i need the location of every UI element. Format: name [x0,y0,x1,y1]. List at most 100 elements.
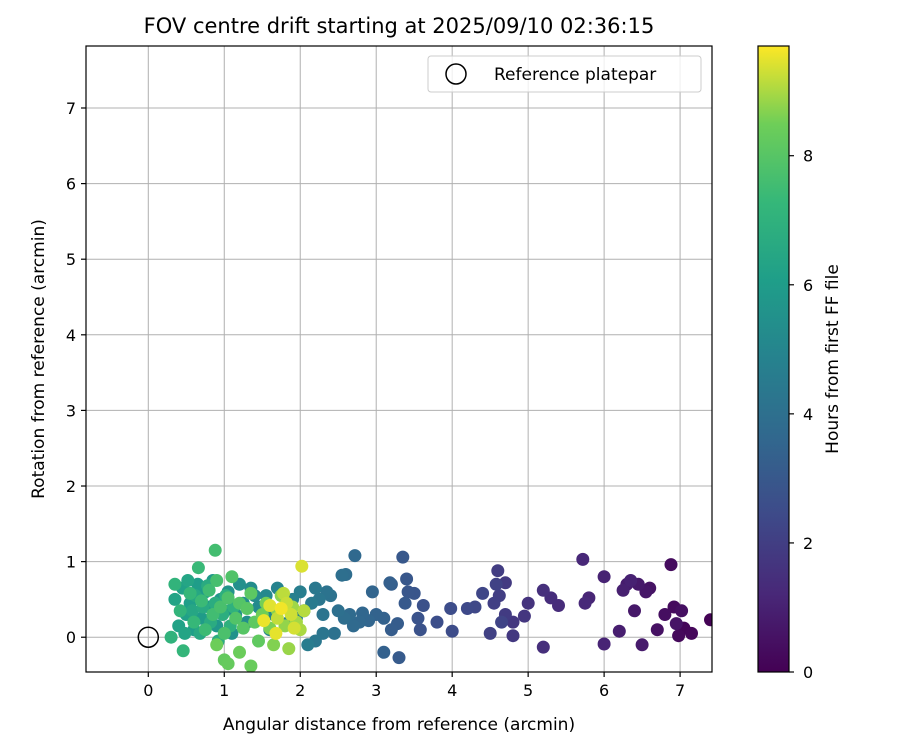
data-point [384,623,398,637]
data-point [669,617,683,631]
data-point [178,626,192,640]
data-point [198,623,212,637]
data-point [208,543,222,557]
x-tick-label: 0 [143,681,153,700]
colorbar-tick-label: 4 [803,405,813,424]
data-point [612,624,626,638]
data-point [277,586,290,600]
data-point [658,608,672,621]
data-point [495,615,509,629]
x-tick-label: 5 [523,681,533,700]
data-point [217,626,231,640]
data-point [401,585,415,599]
data-point [210,638,224,652]
grid-lines [86,46,712,672]
data-point [675,604,689,618]
x-tick-label: 3 [371,681,381,700]
data-point [578,596,592,610]
data-point [214,600,227,614]
data-point [536,583,550,597]
data-point [398,596,412,610]
data-point [183,586,197,600]
legend-box [427,55,702,93]
data-point [267,638,281,652]
plot-area-frame [85,45,713,673]
data-point [297,604,311,618]
data-point [287,621,301,635]
data-point [383,576,397,590]
data-point [221,657,235,671]
data-point [221,591,235,605]
data-point [628,604,641,618]
x-tick-label: 7 [675,681,685,700]
colorbar-tick-label: 6 [803,276,813,295]
data-point [536,640,550,654]
y-axis-ticks: 0 1 2 3 4 5 6 7 [66,99,86,647]
data-point [483,626,497,640]
data-point [445,624,459,638]
data-point [191,577,205,591]
colorbar-frame [757,45,790,673]
y-tick-label: 1 [66,553,76,572]
data-point [400,572,414,586]
colorbar-tick-label: 2 [803,534,813,553]
data-point [210,574,224,587]
x-tick-label: 2 [295,681,305,700]
data-point [185,604,199,618]
y-tick-label: 6 [66,175,76,194]
data-point [624,574,638,587]
data-point [270,611,284,625]
data-point [377,645,391,659]
data-point [416,599,430,612]
legend: Reference platepar [427,55,702,93]
data-point [263,599,277,612]
legend-label: Reference platepar [494,65,656,85]
x-tick-label: 1 [219,681,229,700]
data-point [413,623,427,637]
data-point [635,638,649,652]
data-point [335,568,349,582]
data-point [327,626,341,640]
data-point [195,594,208,608]
y-tick-label: 4 [66,326,76,345]
data-point [257,614,271,628]
data-point [616,583,630,597]
data-point [308,581,322,595]
colorbar-tick-label: 0 [803,663,813,682]
y-axis-label: Rotation from reference (arcmin) [29,219,49,499]
data-point [176,644,190,658]
data-point [597,570,611,584]
data-point [168,577,182,591]
y-tick-label: 5 [66,250,76,269]
data-point [460,602,474,615]
data-point [346,619,360,633]
data-point [597,637,611,651]
data-point [244,659,258,672]
data-point [282,642,296,656]
data-point [191,561,205,575]
data-point [506,629,520,643]
x-axis-ticks: 0 1 2 3 4 5 6 7 [143,672,685,700]
data-point [295,559,309,573]
data-point [672,629,686,643]
data-point [181,574,195,587]
data-points [164,543,712,672]
data-point [229,611,243,625]
colorbar-gradient [758,46,789,672]
data-point [233,645,246,659]
data-point [202,583,216,597]
data-point [489,577,503,591]
chart-title: FOV centre drift starting at 2025/09/10 … [144,14,655,38]
data-point [173,604,187,618]
data-point [491,564,505,578]
data-point [240,602,254,615]
data-point [187,615,201,629]
data-point [252,634,265,648]
data-point [274,602,288,615]
colorbar-ticks: 0 2 4 6 8 [789,147,813,682]
data-point [576,552,590,566]
legend-open-circle-marker [445,63,467,85]
data-point [685,626,698,640]
data-point [284,608,298,621]
